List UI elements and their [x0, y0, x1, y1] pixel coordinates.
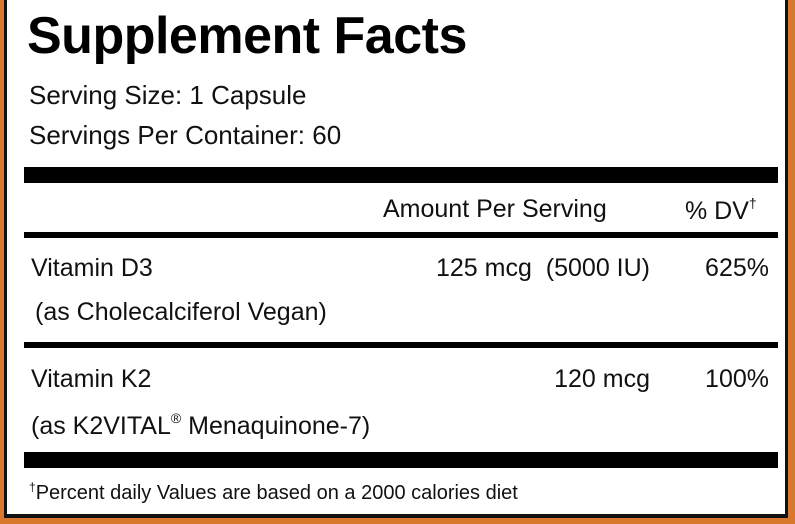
servings-per-container: Servings Per Container: 60	[29, 120, 342, 150]
divider-row	[24, 342, 778, 348]
registered-mark: ®	[170, 410, 182, 426]
row-vitamin-d3-sub: (as Cholecalciferol Vegan)	[35, 298, 327, 326]
header-dv-mark: †	[748, 195, 757, 211]
supplement-facts-panel: Supplement Facts Serving Size: 1 Capsule…	[4, 0, 788, 518]
header-dv-label: % DV	[685, 197, 749, 225]
thick-divider-bottom	[24, 452, 778, 468]
row-vitamin-k2-sub-suffix: Menaquinone-7)	[181, 412, 371, 440]
row-vitamin-d3-name: Vitamin D3	[31, 254, 153, 282]
footnote: †Percent daily Values are based on a 200…	[29, 480, 518, 505]
divider-header	[24, 232, 778, 238]
row-vitamin-k2-name: Vitamin K2	[31, 365, 152, 393]
row-vitamin-k2-sub: (as K2VITAL® Menaquinone-7)	[31, 410, 370, 441]
footnote-mark: †	[29, 480, 36, 494]
footnote-text: Percent daily Values are based on a 2000…	[35, 482, 518, 504]
row-vitamin-k2-amount: 120 mcg	[554, 365, 650, 393]
row-vitamin-k2-dv: 100%	[705, 365, 769, 393]
row-vitamin-d3-amount: 125 mcg (5000 IU)	[436, 254, 650, 282]
row-vitamin-d3-dv: 625%	[705, 254, 769, 282]
serving-size: Serving Size: 1 Capsule	[29, 80, 307, 110]
header-amount: Amount Per Serving	[383, 195, 607, 223]
header-dv: % DV†	[685, 195, 757, 226]
thick-divider-top	[24, 167, 778, 183]
panel-title: Supplement Facts	[27, 7, 467, 65]
row-vitamin-k2-sub-prefix: (as K2VITAL	[31, 412, 171, 440]
